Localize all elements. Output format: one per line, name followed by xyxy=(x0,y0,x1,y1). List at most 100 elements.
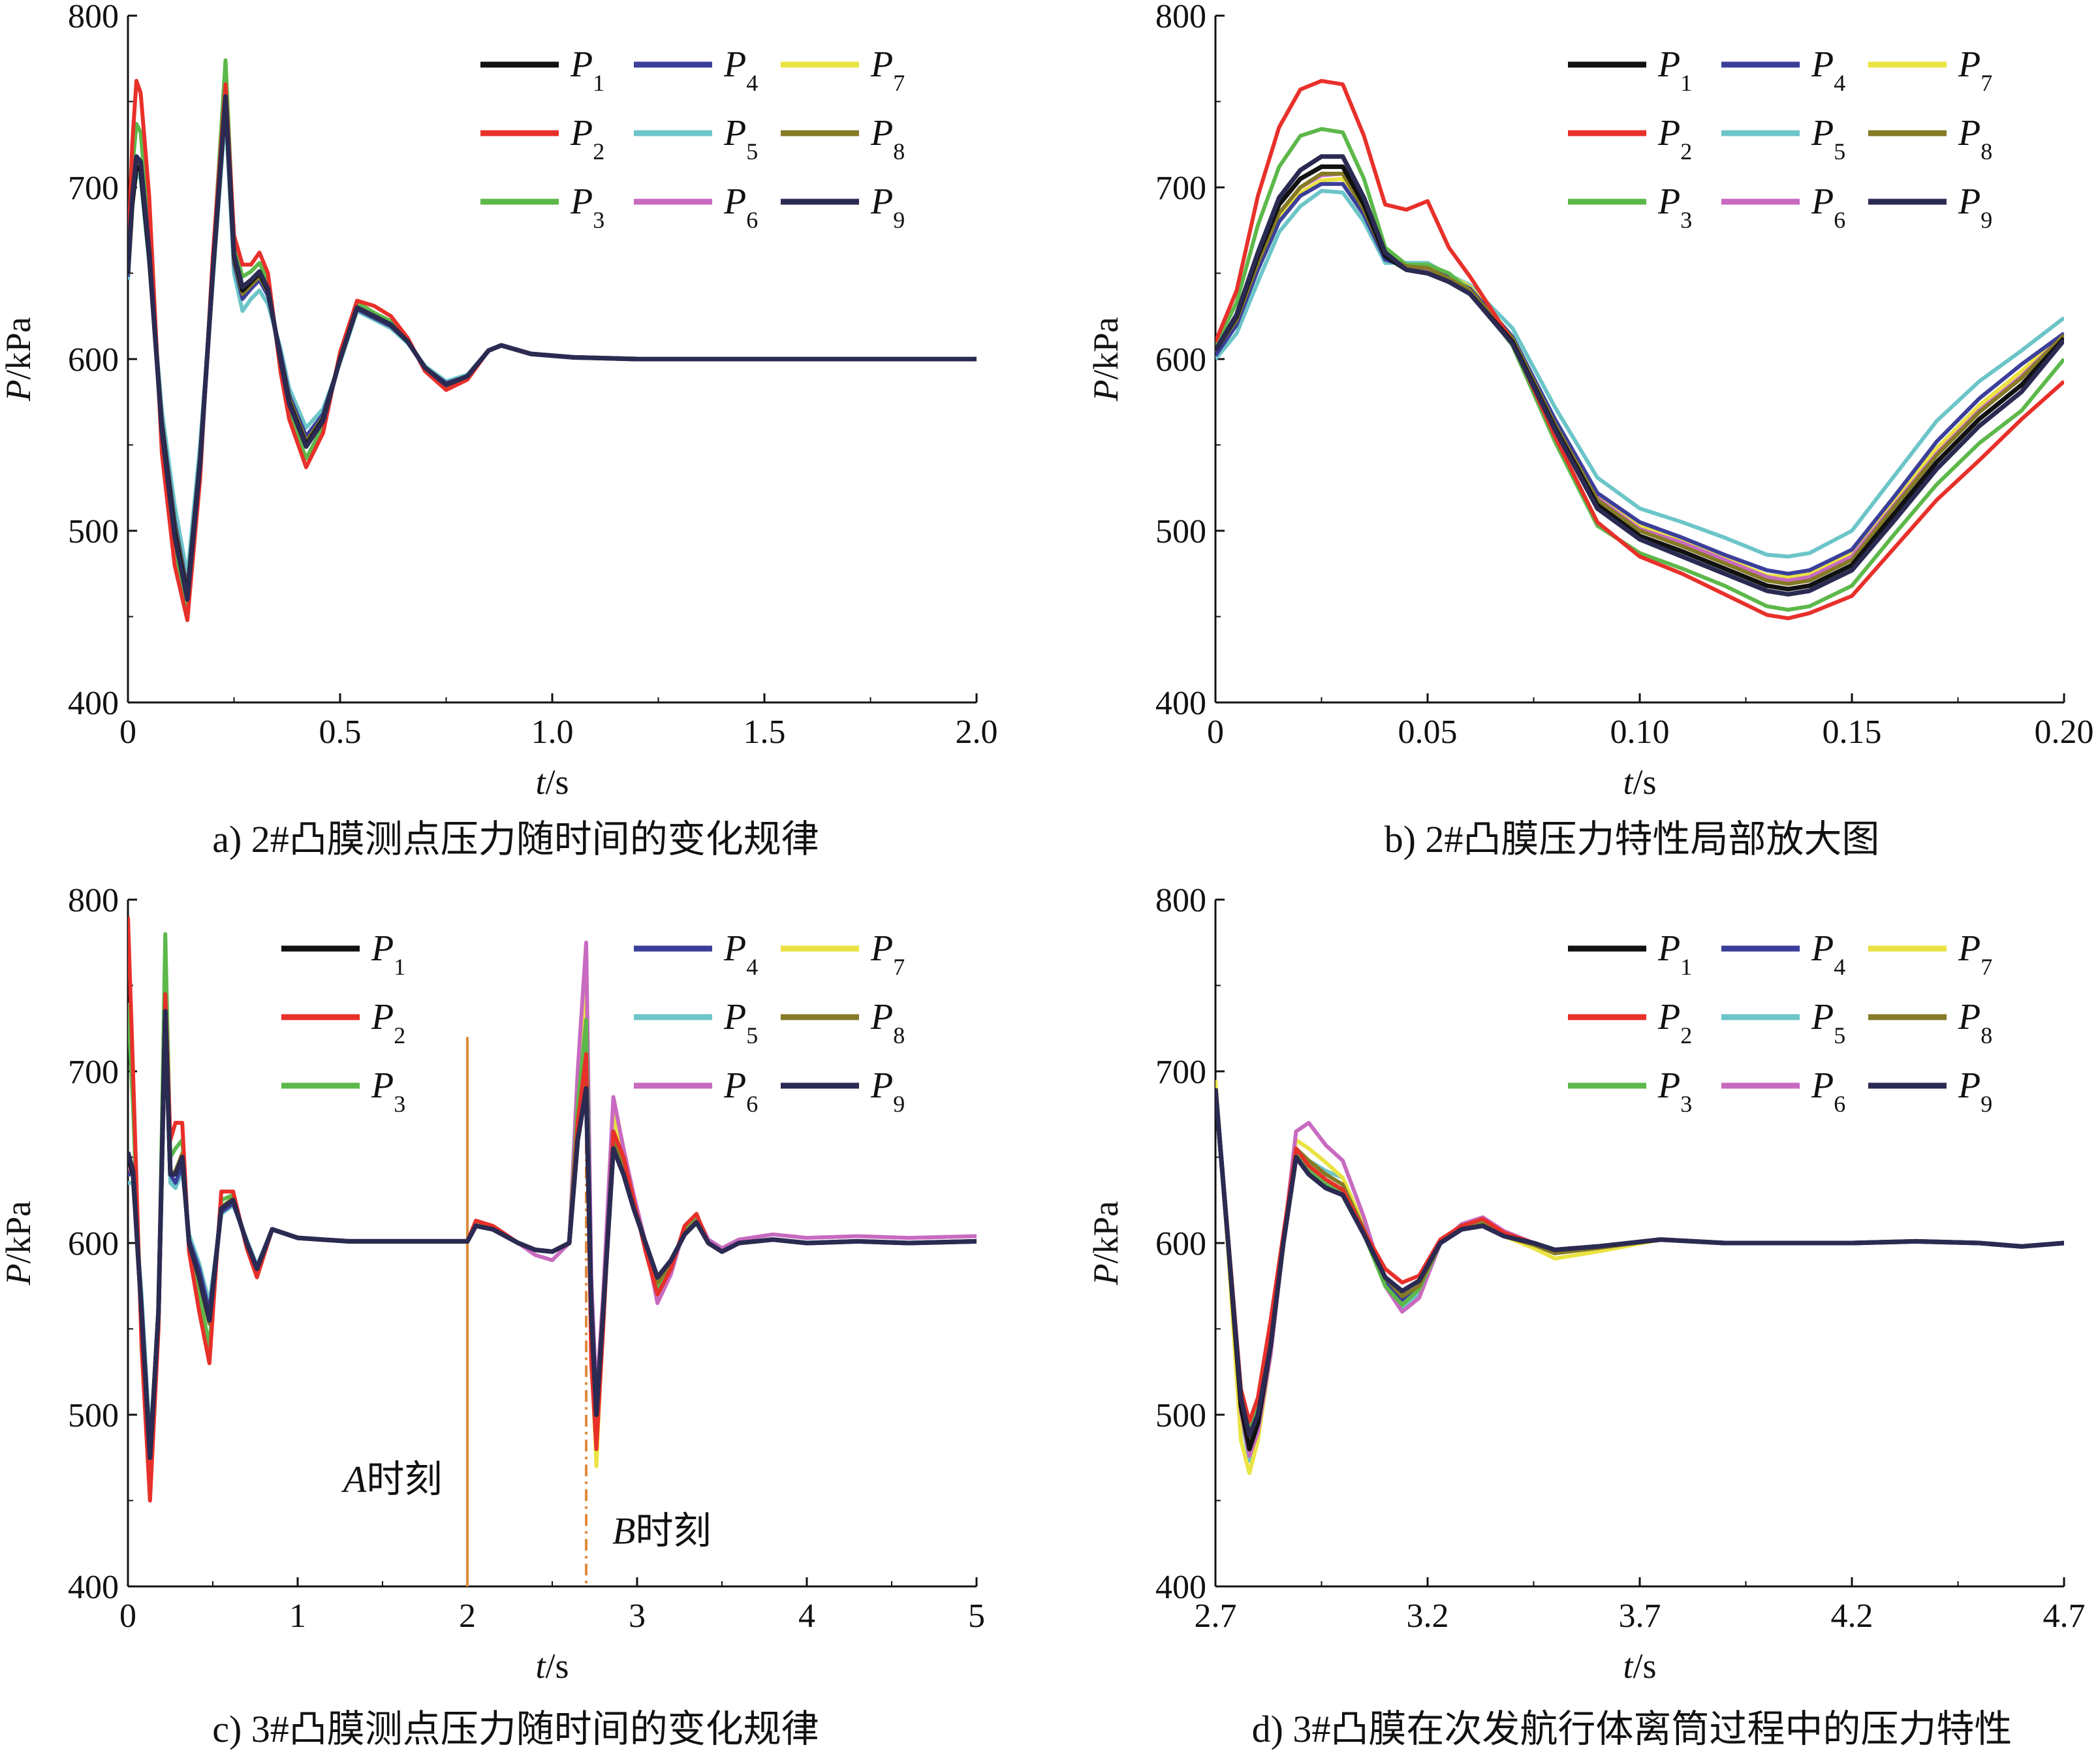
legend-label-p1: P1 xyxy=(1657,44,1692,96)
x-tick-label: 0.05 xyxy=(1398,714,1458,751)
series-line-p7 xyxy=(128,99,977,591)
y-tick-label: 600 xyxy=(1155,1225,1206,1263)
chart-caption: c) 3#凸膜测点压力随时间的变化规律 xyxy=(212,1708,819,1750)
y-tick-label: 600 xyxy=(1155,341,1206,379)
legend-label-p7: P7 xyxy=(1958,928,1992,980)
x-tick-label: 3 xyxy=(629,1598,646,1635)
y-tick-label: 800 xyxy=(68,882,119,919)
y-tick-label: 500 xyxy=(1155,1397,1206,1434)
x-tick-label: 0 xyxy=(1207,714,1224,751)
legend-label-p4: P4 xyxy=(1811,44,1845,96)
series-line-p5 xyxy=(128,110,977,578)
series-line-p6 xyxy=(128,99,977,595)
legend-label-p6: P6 xyxy=(723,181,758,233)
y-tick-label: 400 xyxy=(68,685,119,722)
legend-label-p9: P9 xyxy=(870,1065,905,1117)
legend-label-p1: P1 xyxy=(1657,928,1692,980)
x-tick-label: 3.2 xyxy=(1407,1598,1449,1635)
y-tick-label: 500 xyxy=(1155,513,1206,550)
series-line-p6 xyxy=(1215,1088,2064,1458)
chart-caption: b) 2#凸膜压力特性局部放大图 xyxy=(1385,818,1880,860)
x-tick-label: 1.0 xyxy=(531,714,574,751)
y-axis-label: P/kPa xyxy=(1086,317,1125,402)
x-tick-label: 0.10 xyxy=(1610,714,1670,751)
legend-label-p2: P2 xyxy=(570,113,604,165)
x-tick-label: 3.7 xyxy=(1619,1598,1661,1635)
chart-c-panel: 400 500 600 700 800 0 1 2 3 4 5 t/s P/kPa A时刻 B时刻 P1 P2 P… xyxy=(0,882,985,1750)
y-tick-label: 600 xyxy=(68,341,119,379)
series-line-p9 xyxy=(1215,1088,2064,1438)
legend-label-p9: P9 xyxy=(1958,1065,1992,1117)
y-tick-label: 500 xyxy=(68,513,119,550)
legend-label-p8: P8 xyxy=(1958,997,1992,1048)
series-line-p3 xyxy=(128,58,977,616)
series-line-p9 xyxy=(1215,154,2064,597)
y-tick-label: 800 xyxy=(68,0,119,35)
legend-label-p1: P1 xyxy=(570,44,604,96)
y-tick-label: 700 xyxy=(68,1054,119,1091)
x-tick-label: 2 xyxy=(459,1598,476,1635)
annotation-label-b: B时刻 xyxy=(612,1509,711,1552)
x-tick-label: 4.2 xyxy=(1831,1598,1873,1635)
series-line-p2 xyxy=(1215,1088,2064,1424)
series-line-p4 xyxy=(128,101,977,591)
x-axis-label: t/s xyxy=(1623,1646,1656,1686)
x-tick-label: 5 xyxy=(968,1598,985,1635)
x-axis-label: t/s xyxy=(535,763,569,802)
series-line-p7 xyxy=(128,966,977,1468)
legend-label-p2: P2 xyxy=(1657,113,1692,165)
x-tick-label: 0.15 xyxy=(1823,714,1882,751)
y-tick-label: 400 xyxy=(1155,1569,1206,1606)
legend-label-p8: P8 xyxy=(870,997,905,1048)
series-line-p4 xyxy=(1215,1088,2064,1443)
legend-label-p5: P5 xyxy=(1811,997,1845,1048)
chart-b-panel: 400 500 600 700 800 0 0.05 0.10 0.15 0.20 t/s P/kPa… xyxy=(1086,0,2094,860)
y-axis-label: P/kPa xyxy=(0,317,38,402)
series-line-p6 xyxy=(1215,172,2064,583)
y-tick-label: 700 xyxy=(1155,1054,1206,1091)
x-axis-label: t/s xyxy=(535,1646,569,1686)
series-line-p2 xyxy=(128,78,977,622)
legend-label-p6: P6 xyxy=(723,1065,758,1117)
legend-label-p3: P3 xyxy=(1657,1065,1692,1117)
y-axis-label: P/kPa xyxy=(0,1201,38,1285)
legend-label-p5: P5 xyxy=(1811,113,1845,165)
series-line-p9 xyxy=(128,94,977,602)
chart-d-panel: 400 500 600 700 800 2.7 3.2 3.7 4.2 4.7 t/s P/kPa P1… xyxy=(1086,882,2086,1750)
series-line-p5 xyxy=(128,1000,977,1443)
x-axis-label: t/s xyxy=(1623,763,1656,802)
legend-label-p5: P5 xyxy=(723,997,758,1048)
legend-label-p4: P4 xyxy=(1811,928,1845,980)
y-tick-label: 400 xyxy=(1155,685,1206,722)
series-line-p1 xyxy=(1215,1088,2064,1452)
x-tick-label: 2.0 xyxy=(956,714,998,751)
legend-label-p1: P1 xyxy=(371,928,405,980)
series-line-p3 xyxy=(1215,1088,2064,1429)
series-line-p4 xyxy=(1215,181,2064,576)
annotation-label-a: A时刻 xyxy=(341,1458,442,1500)
legend-label-p9: P9 xyxy=(1958,181,1992,233)
legend-label-p7: P7 xyxy=(1958,44,1992,96)
x-tick-label: 4.7 xyxy=(2043,1598,2086,1635)
x-tick-label: 0 xyxy=(119,1598,136,1635)
series-line-p9 xyxy=(128,1009,977,1460)
legend-label-p2: P2 xyxy=(371,997,405,1048)
series-line-p5 xyxy=(1215,1088,2064,1463)
x-tick-label: 1.5 xyxy=(744,714,786,751)
legend-label-p3: P3 xyxy=(570,181,604,233)
legend-label-p8: P8 xyxy=(870,113,905,165)
x-tick-label: 0.5 xyxy=(319,714,362,751)
y-tick-label: 600 xyxy=(68,1225,119,1263)
x-tick-label: 0.20 xyxy=(2035,714,2094,751)
x-tick-label: 2.7 xyxy=(1195,1598,1237,1635)
x-tick-label: 1 xyxy=(289,1598,306,1635)
legend-label-p6: P6 xyxy=(1811,1065,1845,1117)
series-line-p8 xyxy=(128,97,977,595)
series-line-p2 xyxy=(128,917,977,1503)
legend-label-p2: P2 xyxy=(1657,997,1692,1048)
series-line-p7 xyxy=(1215,1079,2064,1475)
chart-caption: d) 3#凸膜在次发航行体离筒过程中的压力特性 xyxy=(1252,1708,2012,1750)
legend-label-p3: P3 xyxy=(371,1065,405,1117)
legend-label-p3: P3 xyxy=(1657,181,1692,233)
